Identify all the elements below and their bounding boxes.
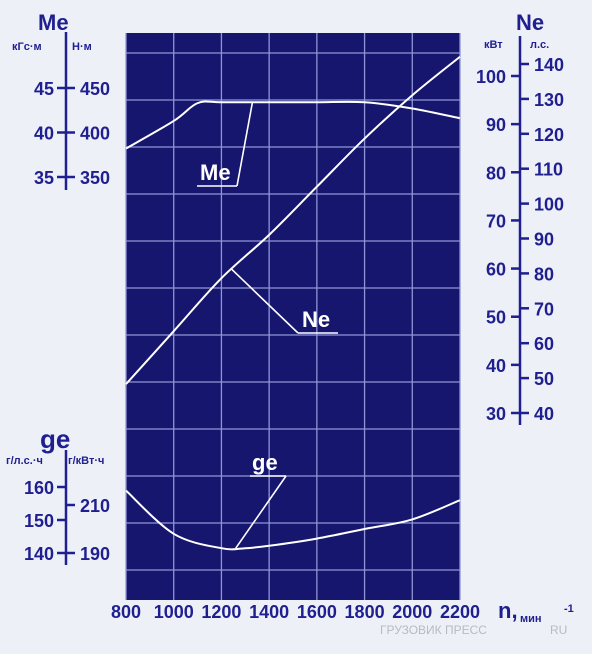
grid — [125, 33, 461, 600]
series-me-label: Me — [200, 160, 231, 185]
x-tick-label-7: 2200 — [440, 602, 480, 622]
ne-secondary-tick-label-2: 120 — [534, 125, 564, 145]
series-ne-leader-line — [230, 267, 299, 334]
ne-secondary-tick-label-1: 130 — [534, 90, 564, 110]
ne-unit-secondary: л.с. — [530, 39, 549, 51]
ne-secondary-tick-label-4: 100 — [534, 195, 564, 215]
ge-primary-tick-label-1: 150 — [24, 511, 54, 531]
me-secondary-tick-label-1: 400 — [80, 124, 110, 144]
watermark: ГРУЗОВИК ПРЕСС — [380, 623, 487, 637]
me-axis-title: Me — [38, 10, 69, 35]
me-secondary-tick-label-2: 350 — [80, 168, 110, 188]
ge-secondary-tick-label-1: 190 — [80, 544, 110, 564]
ne-primary-tick-label-4: 60 — [486, 260, 506, 280]
series-ne-label: Ne — [302, 307, 330, 332]
ne-secondary-tick-label-6: 80 — [534, 264, 554, 284]
curves — [125, 55, 461, 551]
series-ge-line — [125, 489, 461, 551]
me-primary-tick-label-2: 35 — [34, 168, 54, 188]
ne-axis-title: Ne — [516, 10, 544, 35]
ne-secondary-tick-label-0: 140 — [534, 55, 564, 75]
ge-primary-tick-label-2: 140 — [24, 544, 54, 564]
ge-unit-primary: г/л.с.·ч — [6, 455, 43, 467]
ne-secondary-tick-label-7: 70 — [534, 299, 554, 319]
x-tick-label-1: 1000 — [154, 602, 194, 622]
x-axis-unit-exponent: -1 — [564, 603, 574, 615]
ne-unit-primary: кВт — [484, 39, 503, 51]
ne-secondary-tick-label-3: 110 — [534, 160, 563, 180]
axes: 800 1000 1200 1400 1600 1800 2000 2200 45 40 35 450… — [24, 32, 564, 622]
ge-primary-tick-label-0: 160 — [24, 478, 54, 498]
ne-primary-tick-label-3: 70 — [486, 211, 506, 231]
curve-labels: Me Ne ge — [197, 102, 338, 549]
ge-unit-secondary: г/кВт·ч — [68, 455, 104, 467]
series-me-leader-line — [236, 102, 254, 187]
me-primary-tick-label-1: 40 — [34, 124, 54, 144]
x-tick-label-5: 1800 — [345, 602, 385, 622]
ne-primary-tick-label-1: 90 — [486, 115, 506, 135]
x-tick-label-2: 1200 — [201, 602, 241, 622]
ne-secondary-tick-label-9: 50 — [534, 369, 554, 389]
ne-secondary-tick-label-5: 90 — [534, 230, 554, 250]
plot-background — [126, 33, 460, 600]
ge-axis-title: ge — [40, 424, 70, 454]
x-tick-label-0: 800 — [111, 602, 141, 622]
ne-primary-tick-label-6: 40 — [486, 356, 506, 376]
me-primary-tick-label-0: 45 — [34, 79, 54, 99]
ne-secondary-tick-label-10: 40 — [534, 404, 554, 424]
me-unit-secondary: Н·м — [72, 41, 92, 53]
series-ge-leader-line — [235, 475, 287, 549]
x-axis-unit: мин — [520, 613, 542, 625]
x-axis-label: n, — [498, 598, 518, 623]
ne-secondary-tick-label-8: 60 — [534, 334, 554, 354]
me-unit-primary: кГс·м — [12, 41, 42, 53]
ne-primary-tick-label-0: 100 — [476, 67, 506, 87]
ne-primary-tick-label-2: 80 — [486, 163, 506, 183]
ne-primary-tick-label-7: 30 — [486, 404, 506, 424]
watermark-suffix: RU — [550, 623, 567, 637]
series-ge-label: ge — [252, 450, 278, 475]
ne-primary-tick-label-5: 50 — [486, 308, 506, 328]
x-tick-label-4: 1600 — [297, 602, 337, 622]
me-secondary-tick-label-0: 450 — [80, 79, 110, 99]
x-tick-label-6: 2000 — [392, 602, 432, 622]
x-tick-label-3: 1400 — [249, 602, 289, 622]
ge-secondary-tick-label-0: 210 — [80, 496, 110, 516]
series-ne-line — [125, 55, 461, 385]
